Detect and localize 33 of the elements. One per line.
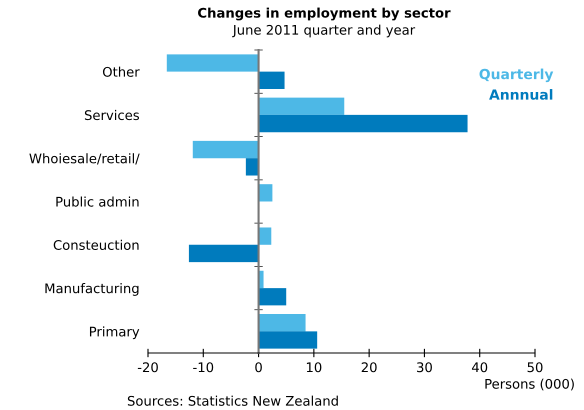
x-tick-label: 10 xyxy=(306,362,322,372)
bar xyxy=(258,114,468,132)
bar xyxy=(166,54,259,72)
bar xyxy=(258,98,344,115)
x-tick-label: 40 xyxy=(472,362,488,372)
x-tick-label: 20 xyxy=(362,362,377,372)
y-tick-label: Other xyxy=(102,66,140,77)
bar xyxy=(258,314,306,332)
bar xyxy=(258,227,272,245)
x-tick-label: 0 xyxy=(255,362,262,372)
chart-subtitle: June 2011 quarter and year xyxy=(232,24,416,38)
bar xyxy=(258,72,285,89)
bar xyxy=(258,184,272,202)
text: Quarterly xyxy=(480,68,554,82)
source-note: Sources: Statistics New Zealand xyxy=(128,396,338,406)
bar xyxy=(258,288,286,306)
x-tick-label: 30 xyxy=(417,362,432,372)
y-tick-label: Whoiesale/retail/ xyxy=(29,153,140,164)
x-tick-label: 50 xyxy=(528,362,543,372)
y-tick-label: Primary xyxy=(90,326,140,340)
x-tick-label: -10 xyxy=(193,362,214,372)
bar xyxy=(192,140,259,158)
y-tick-label: Public admin xyxy=(56,196,139,207)
bar xyxy=(258,331,318,349)
bar xyxy=(246,158,259,176)
y-tick-label: Consteuction xyxy=(54,240,139,250)
x-tick-label: -20 xyxy=(138,362,158,372)
y-tick-label: Manufacturing xyxy=(45,283,138,296)
x-axis-title: Persons (000) xyxy=(485,378,574,390)
y-tick-label: Services xyxy=(84,110,140,120)
series-label: Annnual xyxy=(489,89,552,100)
chart-title: Changes in employment by sector xyxy=(198,8,451,20)
bar xyxy=(188,244,259,262)
